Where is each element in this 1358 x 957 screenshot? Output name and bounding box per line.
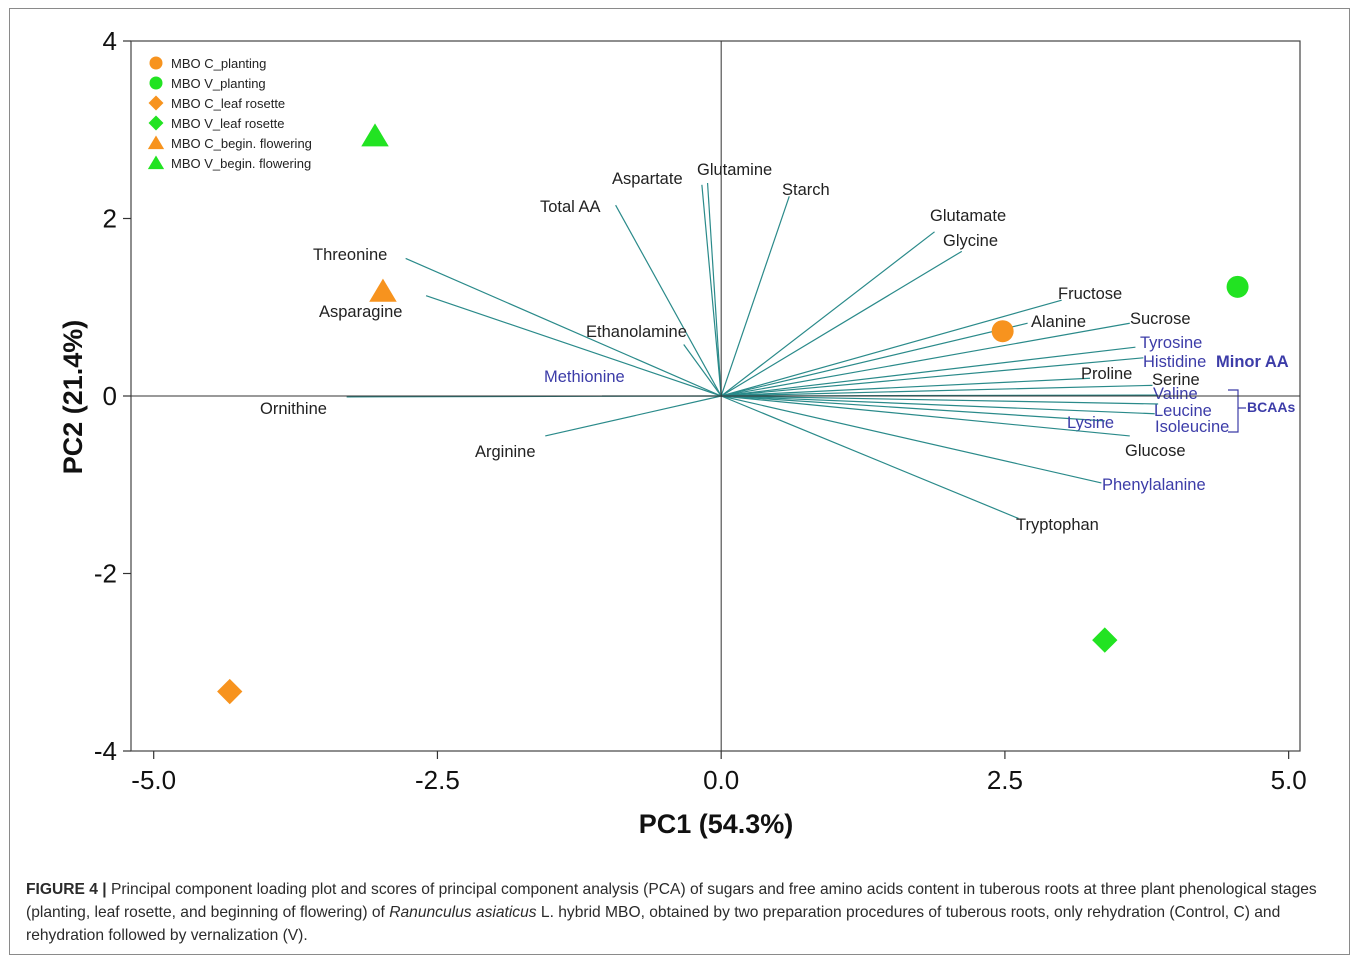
x-tick-label: -5.0 [131, 765, 176, 795]
score-point [361, 123, 389, 147]
score-point [369, 278, 397, 302]
loading-vector [720, 196, 790, 397]
y-tick-label: 2 [103, 204, 117, 234]
loading-label: Ornithine [260, 400, 327, 418]
loading-label: Sucrose [1130, 310, 1191, 328]
loading-vector [720, 395, 1019, 520]
axes: -5.0 -2.5 0.0 2.5 5.0 -4 -2 0 2 4 [94, 26, 1307, 795]
loading-label: Starch [782, 181, 830, 199]
caption-lead: FIGURE 4 | [26, 881, 107, 898]
loading-label: Proline [1081, 365, 1132, 383]
legend-label: MBO C_begin. flowering [171, 136, 312, 151]
loading-label: Threonine [313, 246, 387, 264]
loading-label: Phenylalanine [1102, 476, 1206, 494]
loading-vector [720, 250, 963, 397]
legend-label: MBO C_planting [171, 56, 266, 71]
caption-species: Ranunculus asiaticus [389, 904, 537, 921]
group-bracket [1228, 389, 1246, 433]
loading-vectors: Total AA Aspartate Glutamine Starch Glutamat… [260, 161, 1295, 534]
x-tick-label: 2.5 [987, 765, 1023, 795]
loading-vector [706, 182, 722, 397]
loading-vector [721, 322, 1130, 397]
loading-label: Leucine [1154, 402, 1212, 420]
loading-vector [720, 231, 935, 397]
loading-vector [721, 377, 1091, 397]
score-points [217, 123, 1249, 705]
loading-label: Total AA [540, 198, 601, 216]
loading-vector [721, 395, 1155, 415]
y-tick-label: 4 [103, 26, 117, 56]
group-label: BCAAs [1247, 399, 1295, 415]
group-label: Minor AA [1216, 353, 1289, 371]
loading-label: Aspartate [612, 170, 683, 188]
legend-label: MBO V_leaf rosette [171, 116, 284, 131]
legend: MBO C_planting MBO V_planting MBO C_leaf r… [147, 56, 312, 171]
legend-marker [149, 76, 163, 90]
x-axis-label: PC1 (54.3%) [639, 809, 794, 839]
score-point [217, 678, 243, 705]
legend-marker [149, 56, 163, 70]
loading-label: Fructose [1058, 285, 1122, 303]
loading-vector [721, 395, 1159, 405]
loading-label: Serine [1152, 371, 1200, 389]
y-tick-label: -4 [94, 736, 117, 766]
loading-label: Tryptophan [1016, 516, 1099, 534]
loading-label: Glutamine [697, 161, 772, 179]
loading-label: Tyrosine [1140, 334, 1202, 352]
x-tick-label: 5.0 [1271, 765, 1307, 795]
score-point [991, 320, 1014, 343]
loading-vector [721, 395, 1130, 437]
loading-label: Ethanolamine [586, 323, 687, 341]
legend-label: MBO V_planting [171, 76, 266, 91]
loading-label: Asparagine [319, 303, 402, 321]
x-tick-label: -2.5 [415, 765, 460, 795]
loading-vector [721, 384, 1153, 397]
y-tick-label: 0 [103, 381, 117, 411]
y-axis-label: PC2 (21.4%) [58, 320, 88, 475]
loading-label: Glycine [943, 232, 998, 250]
loading-label: Histidine [1143, 353, 1206, 371]
loading-vector [721, 395, 1102, 484]
loading-vector [683, 344, 722, 397]
loading-vector [721, 346, 1136, 397]
legend-marker [148, 115, 164, 131]
loading-vector [721, 299, 1062, 397]
figure-frame [9, 8, 1350, 955]
loading-label: Glucose [1125, 442, 1186, 460]
caption-text-1: Principal component loading plot and sco… [26, 881, 1317, 921]
pca-biplot: Total AA Aspartate Glutamine Starch Glutamat… [58, 26, 1307, 839]
loading-label: Lysine [1067, 414, 1114, 432]
loading-vector [405, 257, 722, 397]
figure-caption: FIGURE 4 | Principal component loading p… [26, 878, 1336, 947]
loading-label: Valine [1153, 385, 1198, 403]
loading-vector [721, 322, 1028, 397]
loading-vector [701, 184, 722, 397]
loading-label: Glutamate [930, 207, 1006, 225]
legend-marker [147, 155, 165, 170]
loading-vector [721, 357, 1144, 397]
loading-label: Methionine [544, 368, 625, 386]
loading-vector [425, 295, 722, 397]
y-tick-label: -2 [94, 559, 117, 589]
legend-label: MBO C_leaf rosette [171, 96, 285, 111]
legend-label: MBO V_begin. flowering [171, 156, 311, 171]
score-point [1226, 275, 1249, 298]
legend-marker [147, 135, 165, 150]
caption-text-2: L. hybrid MBO, obtained by two preparati… [26, 904, 1281, 944]
loading-label: Alanine [1031, 313, 1086, 331]
loading-label: Isoleucine [1155, 418, 1229, 436]
loading-vector [615, 204, 722, 397]
x-tick-label: 0.0 [703, 765, 739, 795]
loading-vector [721, 395, 1105, 422]
loading-vector [545, 395, 722, 437]
legend-marker [148, 95, 164, 111]
score-point [1092, 627, 1118, 653]
loading-label: Arginine [475, 443, 536, 461]
